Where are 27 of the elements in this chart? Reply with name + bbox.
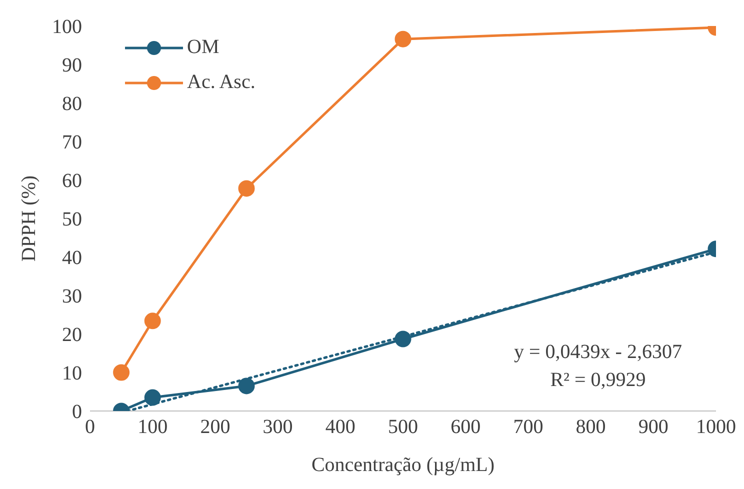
y-tick-label: 80 — [62, 93, 82, 116]
x-tick-label: 500 — [388, 416, 418, 438]
y-tick-label: 50 — [62, 208, 82, 231]
x-tick-label: 1000 — [696, 416, 736, 438]
x-axis-title: Concentração (µg/mL) — [311, 454, 495, 476]
y-tick-label: 30 — [62, 286, 82, 308]
legend-label: Ac. Asc. — [187, 71, 256, 94]
y-tick-label: 20 — [62, 324, 82, 346]
y-tick-label: 60 — [62, 170, 82, 192]
annotation: y = 0,0439x - 2,6307 — [513, 340, 683, 365]
legend-label: OM — [187, 36, 220, 59]
y-tick-label: 10 — [62, 362, 82, 385]
x-tick-label: 700 — [513, 416, 544, 438]
x-tick-label: 100 — [138, 416, 168, 438]
x-tick-label: 400 — [325, 416, 356, 438]
x-tick-label: 200 — [200, 416, 230, 438]
annotation: R² = 0,9929 — [549, 368, 647, 393]
y-axis-title: DPPH (%) — [18, 175, 40, 262]
x-tick-label: 800 — [576, 416, 606, 438]
y-tick-label: 90 — [62, 54, 82, 77]
y-tick-label: 0 — [72, 401, 82, 424]
y-tick-label: 40 — [62, 247, 82, 270]
y-tick-label: 70 — [62, 132, 82, 154]
x-tick-label: 600 — [450, 416, 481, 438]
x-tick-label: 900 — [638, 416, 668, 438]
x-tick-label: 300 — [262, 416, 293, 438]
y-tick-label: 100 — [52, 16, 82, 38]
